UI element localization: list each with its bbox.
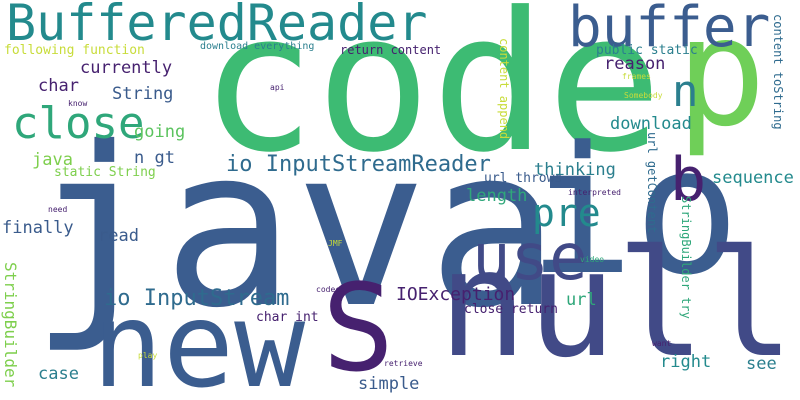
word-video: video: [580, 255, 605, 264]
word-going: going: [134, 122, 186, 142]
word-thinking: thinking: [534, 160, 616, 180]
word-know: know: [68, 99, 88, 108]
word-char: char: [38, 76, 79, 96]
word-n-gt: n gt: [134, 148, 175, 168]
word-content-tostring: content toString: [771, 14, 785, 130]
word-frames: frames: [622, 72, 651, 81]
word-currently: currently: [80, 58, 173, 78]
word-close-return: close return: [464, 302, 558, 317]
word-io: io: [528, 109, 740, 314]
word-return-content: return content: [340, 43, 442, 57]
word-codecs: codecs: [316, 285, 345, 294]
word-following-function: following function: [4, 43, 145, 58]
word-code: code: [200, 0, 663, 195]
word-interpreted: interpreted: [568, 188, 621, 197]
word-n: n: [672, 66, 699, 117]
word-io-inputstream: io InputStream: [104, 286, 290, 311]
word-pre: pre: [532, 191, 601, 235]
word-null: null: [438, 218, 795, 390]
word-buffer: buffer: [568, 0, 771, 60]
word-url-getcontent: url getContent: [645, 132, 659, 234]
word-string: String: [112, 84, 174, 104]
word-close: close: [12, 98, 145, 149]
word-see: see: [746, 354, 777, 374]
word-p: p: [676, 0, 767, 160]
word-io-inputstreamreader: io InputStreamReader: [226, 152, 491, 177]
word-b: b: [670, 145, 707, 215]
word-download: download: [610, 114, 692, 134]
word-bufferedreader: BufferedReader: [6, 0, 428, 52]
word-play: play: [138, 351, 158, 360]
word-case: case: [38, 364, 79, 384]
word-content-append: content append: [497, 38, 511, 140]
word-url-throws: url throws: [484, 171, 563, 186]
word-somebody: Somebody: [624, 91, 663, 100]
word-ioexception: IOException: [396, 284, 516, 305]
word-finally: finally: [2, 218, 74, 238]
word-download-everything: download everything: [200, 41, 315, 52]
word-java: java: [30, 100, 560, 356]
word-public-static: public static: [596, 43, 698, 58]
word-url: url: [566, 290, 597, 310]
word-api: api: [270, 83, 285, 92]
word-right: right: [660, 352, 712, 372]
word-jmf: JMF: [328, 239, 343, 248]
word-use: use: [472, 221, 588, 295]
word-stringbuilder-try: StringBuilder try: [679, 196, 693, 319]
word-java-small: java: [32, 150, 73, 170]
word-read: read: [98, 226, 139, 246]
word-sequence: sequence: [712, 168, 794, 188]
word-reason: reason: [604, 54, 666, 74]
word-want: want: [652, 339, 672, 348]
word-s: S: [322, 260, 395, 399]
word-need: need: [48, 205, 68, 214]
word-length: length: [466, 186, 528, 206]
word-retrieve: retrieve: [384, 359, 423, 368]
word-static-string: static String: [54, 165, 156, 180]
word-stringbuilder: StringBuilder: [1, 262, 20, 388]
word-simple: simple: [358, 374, 420, 394]
word-char-int: char int: [256, 310, 319, 325]
word-new: new: [92, 276, 306, 400]
